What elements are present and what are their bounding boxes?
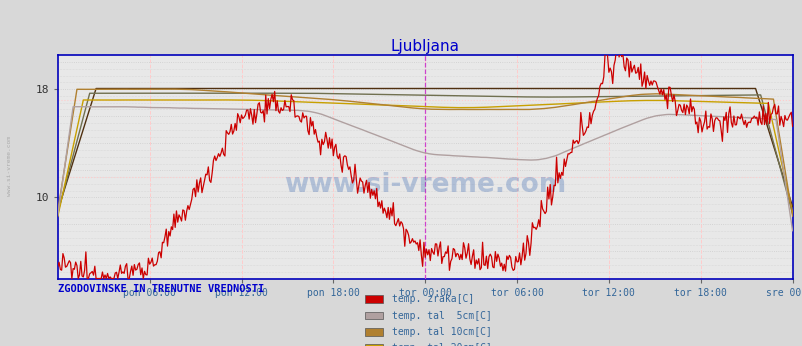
Text: temp. tal  5cm[C]: temp. tal 5cm[C]	[391, 311, 491, 320]
Text: temp. zraka[C]: temp. zraka[C]	[391, 294, 473, 304]
Text: ZGODOVINSKE IN TRENUTNE VREDNOSTI: ZGODOVINSKE IN TRENUTNE VREDNOSTI	[58, 284, 264, 294]
Text: www.si-vreme.com: www.si-vreme.com	[284, 172, 565, 198]
Title: Ljubljana: Ljubljana	[391, 39, 459, 54]
Text: temp. tal 10cm[C]: temp. tal 10cm[C]	[391, 327, 491, 337]
Text: www.si-vreme.com: www.si-vreme.com	[7, 136, 12, 196]
Text: temp. tal 20cm[C]: temp. tal 20cm[C]	[391, 343, 491, 346]
